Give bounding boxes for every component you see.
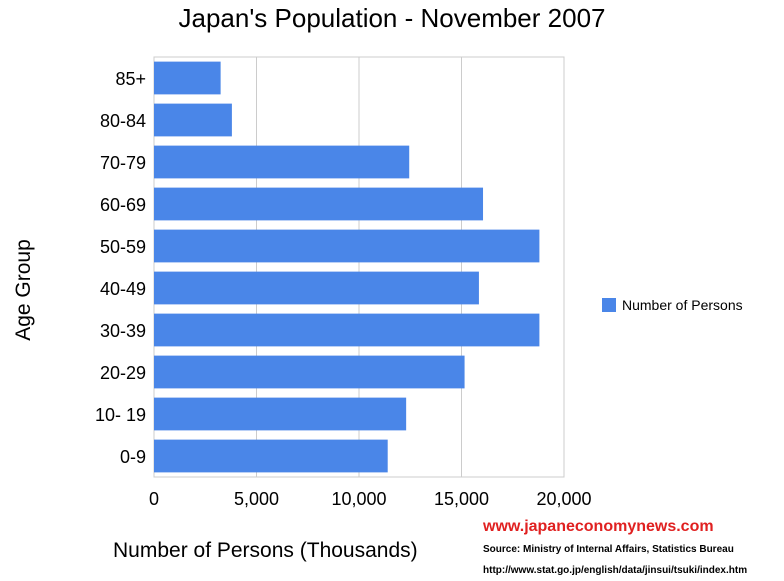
- y-tick-label: 50-59: [100, 237, 146, 257]
- y-tick-label: 0-9: [120, 447, 146, 467]
- bar: [154, 439, 388, 473]
- x-axis-label: Number of Persons (Thousands): [113, 539, 418, 562]
- website-link[interactable]: www.japaneconomynews.com: [483, 518, 714, 535]
- y-axis-label: Age Group: [12, 239, 35, 341]
- bar: [154, 145, 410, 179]
- bar: [154, 187, 484, 221]
- x-tick-label: 10,000: [331, 489, 386, 509]
- x-tick-label: 0: [149, 489, 159, 509]
- legend: Number of Persons: [602, 297, 743, 313]
- bar: [154, 355, 465, 389]
- bar: [154, 271, 479, 305]
- y-tick-label: 60-69: [100, 195, 146, 215]
- y-tick-label: 30-39: [100, 321, 146, 341]
- legend-swatch: [602, 298, 616, 312]
- y-tick-label: 20-29: [100, 363, 146, 383]
- legend-label: Number of Persons: [622, 297, 743, 313]
- y-tick-label: 70-79: [100, 153, 146, 173]
- y-tick-label: 40-49: [100, 279, 146, 299]
- x-tick-label: 5,000: [234, 489, 279, 509]
- x-tick-label: 15,000: [434, 489, 489, 509]
- x-tick-label: 20,000: [536, 489, 591, 509]
- bar: [154, 313, 540, 347]
- bar: [154, 229, 540, 263]
- chart-title: Japan's Population - November 2007: [178, 3, 606, 33]
- bar: [154, 103, 232, 137]
- source-note: Source: Ministry of Internal Affairs, St…: [483, 544, 734, 555]
- source-url[interactable]: http://www.stat.go.jp/english/data/jinsu…: [483, 565, 748, 576]
- bar: [154, 61, 221, 95]
- y-tick-label: 10- 19: [95, 405, 146, 425]
- y-tick-label: 85+: [115, 69, 146, 89]
- y-tick-label: 80-84: [100, 111, 146, 131]
- bar: [154, 397, 407, 431]
